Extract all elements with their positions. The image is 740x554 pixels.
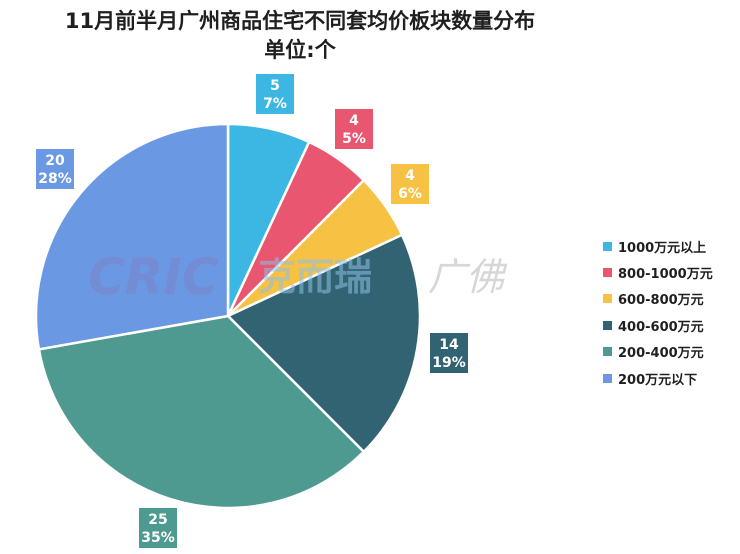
data-label-value: 4: [349, 113, 359, 129]
data-label-box: [256, 74, 294, 114]
data-label-percent: 28%: [38, 171, 72, 187]
data-label-percent: 7%: [263, 96, 287, 112]
legend-swatch: [603, 373, 612, 383]
data-label-3: 46%: [391, 164, 429, 204]
data-label-percent: 35%: [141, 530, 175, 546]
legend-item: 800-1000万元: [603, 259, 713, 285]
legend-item: 200-400万元: [603, 339, 713, 365]
watermark-brand: CRIC: [88, 248, 219, 306]
pie-slice-4: [225, 233, 422, 454]
chart-title: 11月前半月广州商品住宅不同套均价板块数量分布: [64, 9, 536, 33]
data-label-2: 45%: [335, 109, 373, 149]
watermark-cn: 克而瑞: [258, 255, 372, 299]
legend-item: 600-800万元: [603, 286, 713, 312]
pie-slice-6: [34, 122, 230, 351]
data-label-box: [430, 333, 468, 373]
data-label-percent: 19%: [432, 355, 466, 371]
legend: 1000万元以上 800-1000万元 600-800万元 400-600万元 200-…: [603, 233, 713, 391]
data-label-1: 57%: [256, 74, 294, 114]
data-label-value: 25: [148, 512, 167, 528]
legend-label: 1000万元以上: [618, 240, 707, 256]
data-label-value: 4: [405, 168, 415, 184]
data-label-value: 5: [270, 78, 280, 94]
watermark: CRIC 克而瑞 广佛: [88, 248, 508, 306]
legend-label: 800-1000万元: [618, 267, 713, 283]
legend-item: 400-600万元: [603, 312, 713, 338]
data-label-value: 14: [439, 337, 459, 353]
legend-item: 200万元以下: [603, 365, 713, 391]
data-label-percent: 6%: [398, 186, 422, 202]
legend-item: 1000万元以上: [603, 233, 713, 259]
data-label-box: [36, 149, 74, 189]
watermark-region: 广佛: [428, 255, 508, 299]
legend-label: 600-800万元: [618, 293, 704, 309]
data-label-value: 20: [45, 153, 65, 169]
legend-label: 200万元以下: [618, 372, 698, 388]
legend-swatch: [603, 241, 612, 251]
data-label-box: [335, 109, 373, 149]
data-label-box: [139, 508, 177, 548]
legend-swatch: [603, 268, 612, 278]
legend-label: 200-400万元: [618, 346, 704, 362]
pie-slice-5: [37, 314, 366, 510]
legend-label: 400-600万元: [618, 319, 704, 335]
legend-swatch: [603, 347, 612, 357]
data-label-box: [391, 164, 429, 204]
legend-swatch: [603, 320, 612, 330]
data-label-percent: 5%: [342, 131, 366, 147]
chart-subtitle: 单位:个: [264, 38, 336, 62]
legend-swatch: [603, 294, 612, 304]
